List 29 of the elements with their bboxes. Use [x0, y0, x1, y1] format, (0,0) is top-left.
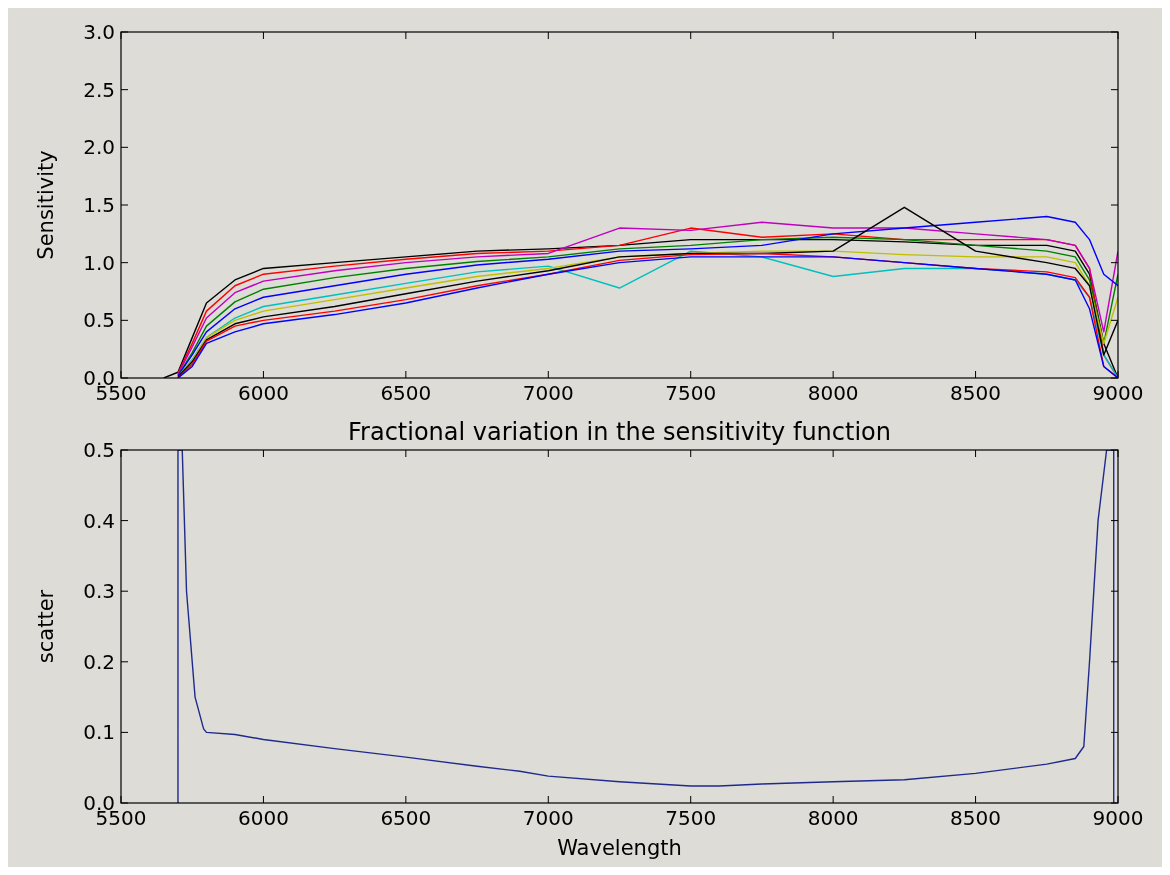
- x-tick-label: 8500: [950, 806, 1002, 830]
- y-tick-label: 2.0: [83, 135, 115, 160]
- x-tick-label: 7500: [665, 806, 717, 830]
- x-tick-label: 8000: [807, 381, 859, 405]
- x-tick-label: 6500: [380, 806, 432, 830]
- y-tick-label: 0.4: [83, 508, 115, 533]
- y-tick-label: 0.2: [83, 649, 115, 674]
- x-tick-label: 7000: [522, 381, 574, 405]
- x-tick-label: 8000: [807, 806, 859, 830]
- x-axis-title: Wavelength: [557, 836, 682, 860]
- y-tick-label: 1.0: [83, 250, 115, 275]
- x-tick-label: 6000: [237, 381, 289, 405]
- chart-title: Fractional variation in the sensitivity function: [348, 418, 891, 446]
- y-tick-label: 2.5: [83, 77, 115, 102]
- y-axis-title: Sensitivity: [34, 150, 58, 260]
- y-tick-label: 3.0: [83, 20, 115, 44]
- y-tick-label: 0.3: [83, 579, 115, 604]
- x-tick-label: 7500: [665, 381, 717, 405]
- x-tick-label: 6000: [237, 806, 289, 830]
- y-tick-label: 1.5: [83, 193, 115, 217]
- x-tick-label: 9000: [1092, 381, 1144, 405]
- y-axis-title: scatter: [34, 589, 58, 664]
- y-tick-label: 0.5: [83, 308, 115, 333]
- x-tick-label: 9000: [1092, 806, 1144, 830]
- x-tick-label: 8500: [950, 381, 1002, 405]
- x-tick-label: 7000: [522, 806, 574, 830]
- x-tick-label: 6500: [380, 381, 432, 405]
- y-tick-label: 0.5: [83, 438, 115, 462]
- y-tick-label: 0.1: [83, 720, 115, 745]
